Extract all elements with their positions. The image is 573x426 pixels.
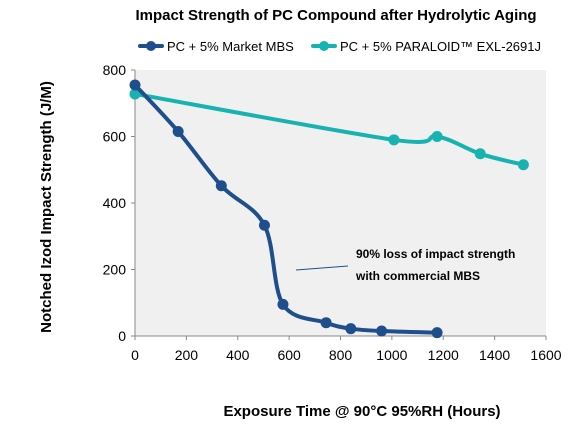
x-tick-label-0: 0 — [131, 347, 139, 363]
series-1-point-0 — [129, 88, 141, 100]
annotation-pointer-line — [295, 265, 349, 271]
annotation-line-2: with commercial MBS — [355, 269, 480, 283]
x-tick-label-7: 1400 — [479, 347, 510, 363]
legend-label-0: PC + 5% Market MBS — [167, 39, 294, 54]
series-0-point-4 — [277, 298, 289, 310]
legend-label-1: PC + 5% PARALOID™ EXL-2691J — [340, 39, 541, 54]
chart-title: Impact Strength of PC Compound after Hyd… — [135, 7, 536, 24]
series-0-point-8 — [431, 327, 443, 339]
series-1-point-2 — [431, 131, 443, 142]
series-1-point-1 — [388, 134, 400, 146]
x-tick-label-4: 800 — [329, 347, 353, 363]
x-tick-label-6: 1200 — [428, 347, 459, 363]
legend-swatch-marker-0 — [146, 41, 156, 51]
legend: PC + 5% Market MBS PC + 5% PARALOID™ EXL… — [138, 39, 541, 54]
y-tick-label-2: 400 — [103, 195, 127, 211]
x-tick-label-3: 600 — [277, 347, 301, 363]
x-tick-label-2: 400 — [226, 347, 250, 363]
series-0-point-7 — [376, 325, 388, 337]
y-tick-label-4: 800 — [103, 62, 127, 78]
series-0-point-0 — [129, 79, 141, 91]
series-1-point-4 — [517, 159, 529, 171]
legend-swatch-marker-1 — [319, 41, 329, 51]
axis-ticks: 0 200 400 600 800 0 200 400 600 800 1000 1200 1400 16… — [103, 62, 562, 363]
y-tick-label-0: 0 — [118, 328, 126, 344]
plot-area — [135, 70, 546, 336]
y-tick-label-3: 600 — [103, 129, 127, 145]
series-0-point-2 — [215, 180, 227, 192]
annotation-line-1: 90% loss of impact strength — [356, 247, 515, 261]
series-0-point-1 — [172, 126, 184, 138]
x-axis-label: Exposure Time @ 90°C 95%RH (Hours) — [223, 403, 500, 420]
series-0-point-6 — [345, 323, 357, 335]
y-tick-label-1: 200 — [103, 262, 127, 278]
y-axis-label: Notched Izod Impact Strength (J/M) — [38, 81, 55, 333]
x-tick-label-5: 1000 — [376, 347, 407, 363]
x-tick-label-8: 1600 — [530, 347, 561, 363]
series-layer — [129, 79, 529, 339]
series-0-point-5 — [320, 317, 332, 329]
series-0-point-3 — [258, 219, 270, 231]
series-1-point-3 — [474, 148, 486, 160]
x-tick-label-1: 200 — [175, 347, 199, 363]
